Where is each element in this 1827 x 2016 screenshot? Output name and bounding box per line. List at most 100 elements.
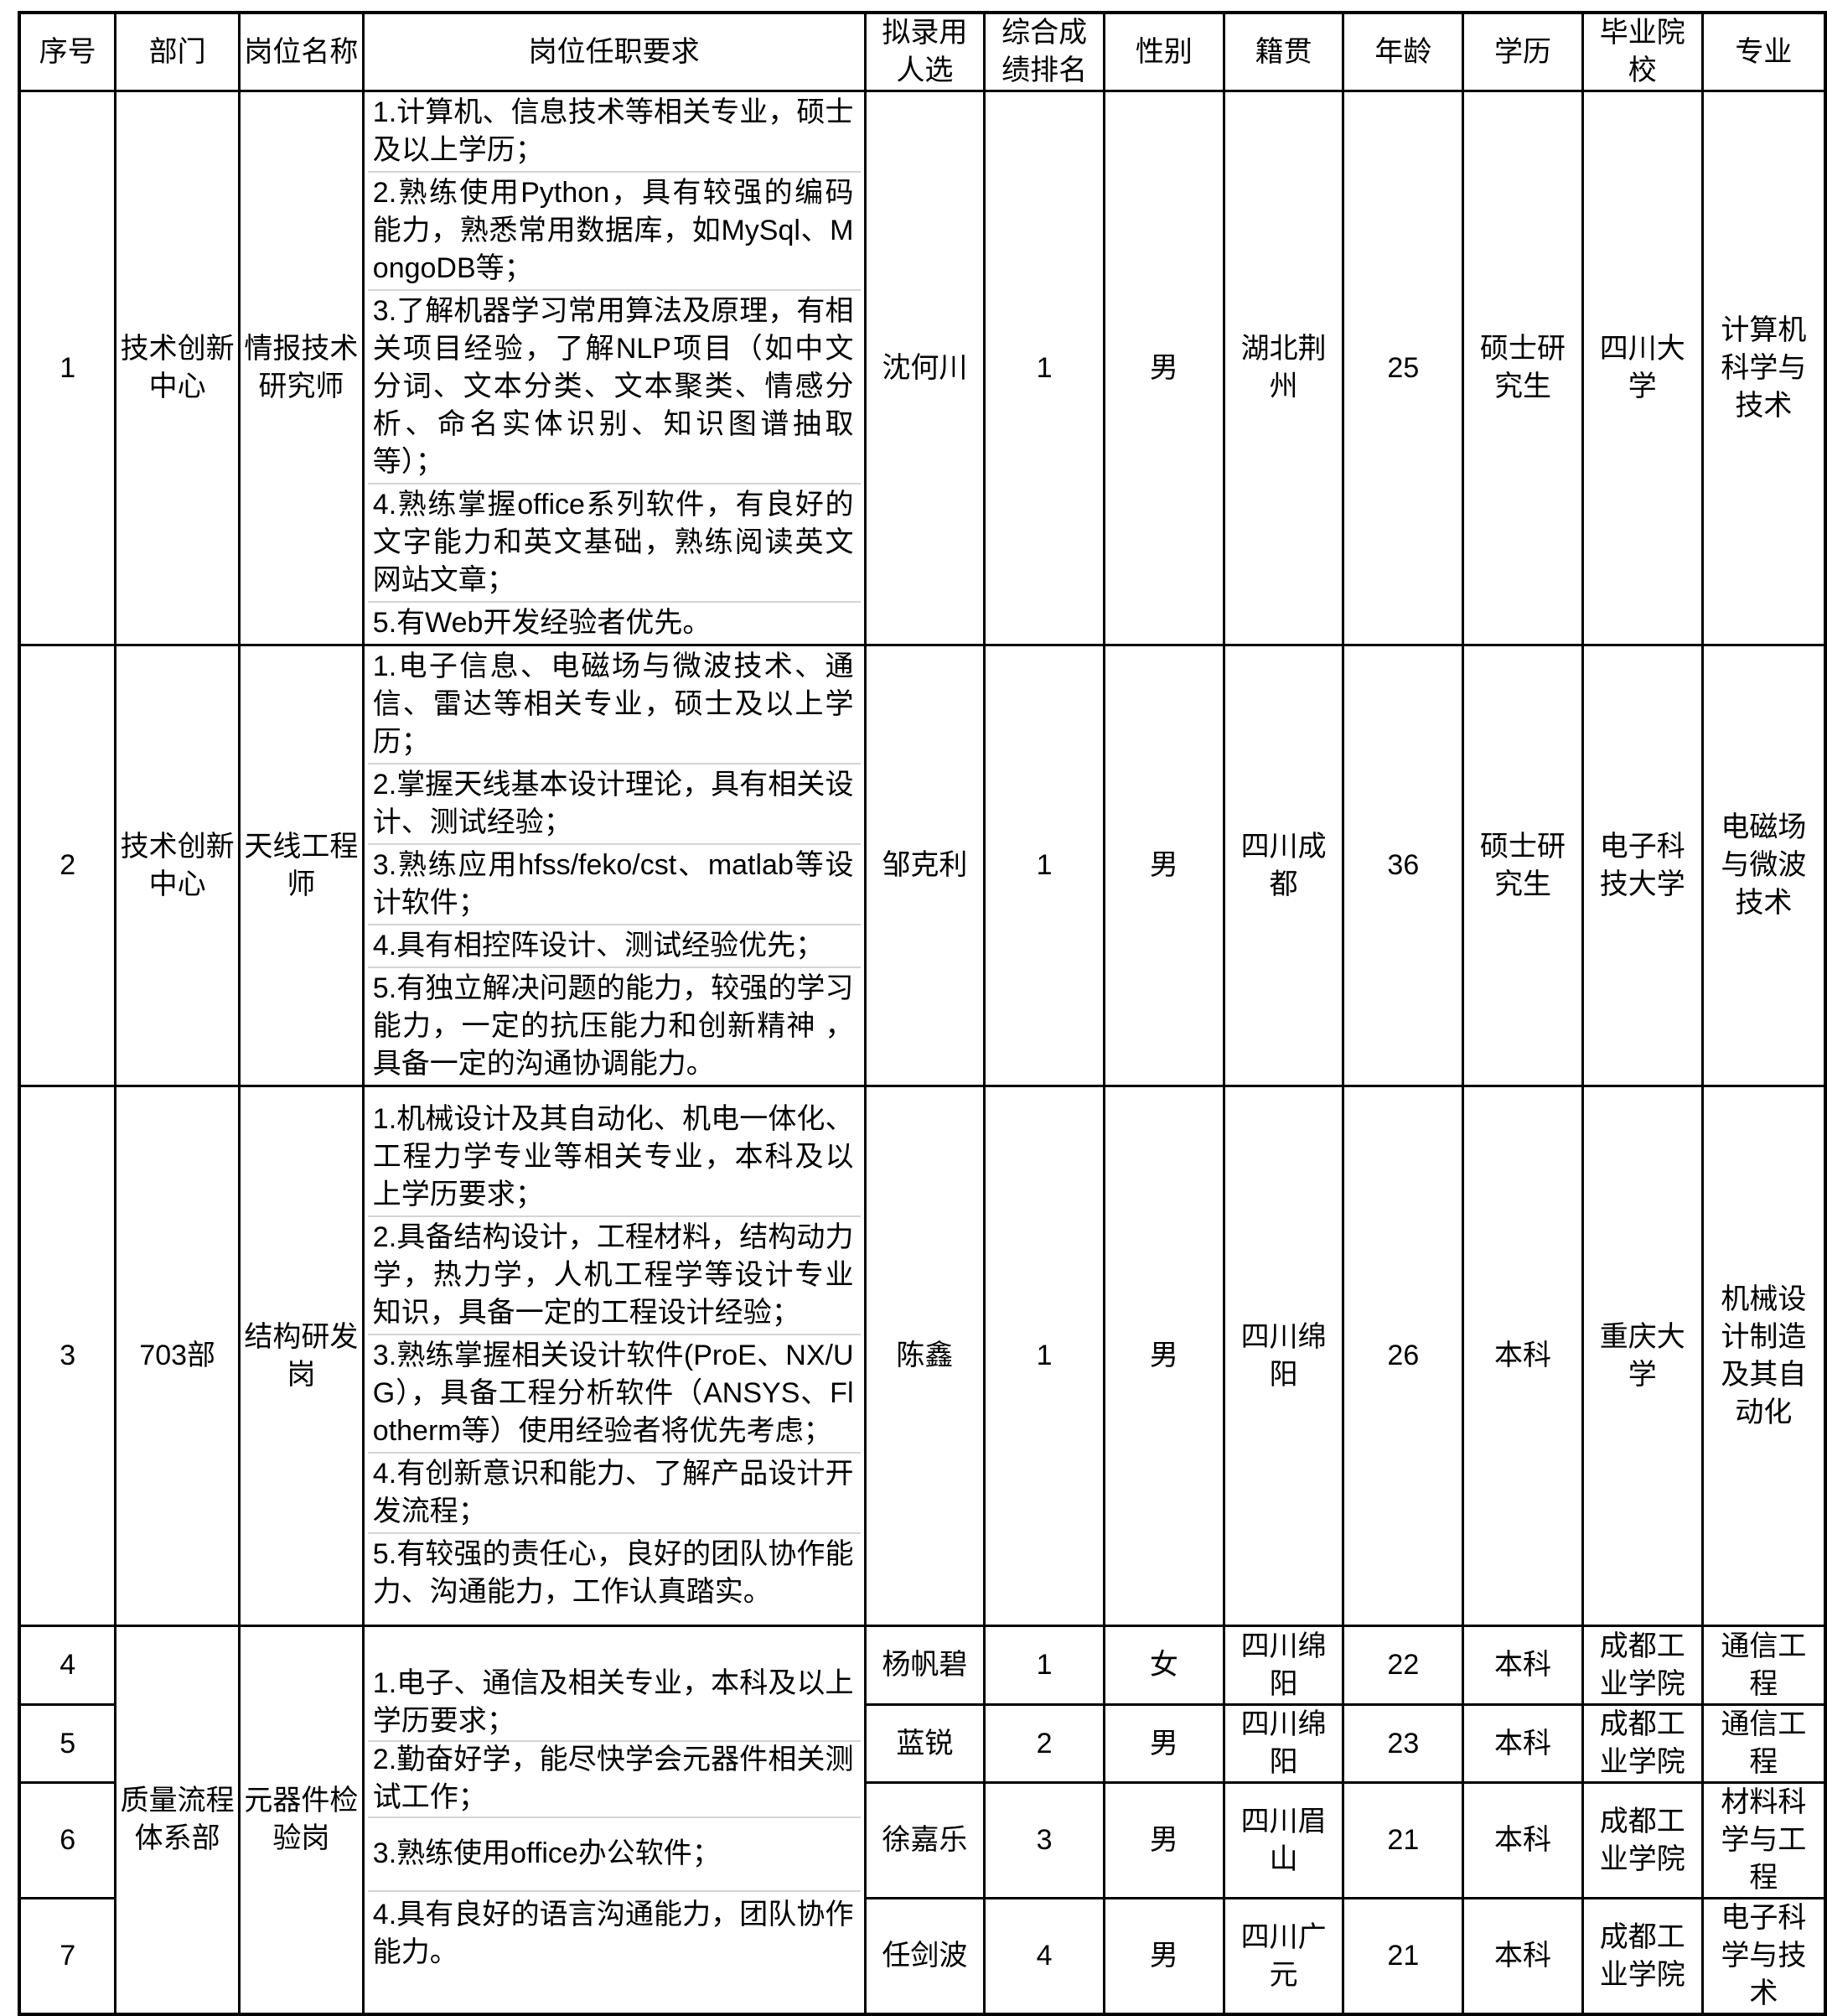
age-cell: 36 <box>1342 644 1465 1087</box>
position-cell: 结构研发岗 <box>238 1085 365 1627</box>
hometown-cell: 四川绵阳 <box>1222 1625 1345 1706</box>
rank-cell: 1 <box>983 1085 1105 1627</box>
education-cell: 本科 <box>1462 1703 1584 1784</box>
education-cell: 硕士研究生 <box>1462 644 1584 1087</box>
requirement-item: 2.具备结构设计，工程材料，结构动力学，热力学，人机工程学等设计专业知识，具备一… <box>367 1217 861 1335</box>
header-candidate: 拟录用人选 <box>863 11 986 92</box>
candidate-cell: 沈何川 <box>863 90 986 646</box>
requirement-item: 3.熟练应用hfss/feko/cst、matlab等设计软件； <box>367 845 861 925</box>
table-row: 5 蓝锐 2 男 四川绵阳 23 本科 成都工业学院 通信工程 <box>18 1703 1827 1784</box>
header-dept: 部门 <box>114 11 241 92</box>
candidate-cell: 杨帆碧 <box>863 1625 986 1706</box>
age-cell: 26 <box>1342 1085 1465 1627</box>
seq-cell: 4 <box>18 1625 117 1706</box>
candidate-cell: 陈鑫 <box>863 1085 986 1627</box>
age-cell: 21 <box>1342 1781 1465 1899</box>
major-cell: 电子科学与技术 <box>1700 1897 1827 2016</box>
requirements-cell: 1.电子、通信及相关专业，本科及以上学历要求； 2.勤奋好学，能尽快学会元器件相… <box>361 1625 867 2016</box>
requirement-item: 5.有较强的责任心，良好的团队协作能力、沟通能力，工作认真踏实。 <box>372 1538 854 1608</box>
school-cell: 成都工业学院 <box>1581 1703 1704 1784</box>
school-cell: 四川大学 <box>1581 90 1704 646</box>
requirement-item: 1.电子信息、电磁场与微波技术、通信、雷达等相关专业，硕士及以上学历； <box>367 648 861 764</box>
requirement-item: 2.掌握天线基本设计理论，具有相关设计、测试经验； <box>367 764 861 845</box>
candidate-cell: 蓝锐 <box>863 1703 986 1784</box>
hometown-cell: 四川眉山 <box>1222 1781 1345 1899</box>
seq-cell: 5 <box>18 1703 117 1784</box>
requirement-item: 4.具有相控阵设计、测试经验优先； <box>367 925 861 968</box>
dept-cell: 技术创新中心 <box>114 90 241 646</box>
gender-cell: 男 <box>1102 90 1225 646</box>
seq-cell: 2 <box>18 644 117 1087</box>
header-education: 学历 <box>1462 11 1584 92</box>
requirement-item: 1.计算机、信息技术等相关专业，硕士及以上学历； <box>367 94 861 173</box>
requirement-item: 3.熟练使用office办公软件； <box>367 1818 861 1892</box>
candidate-cell: 任剑波 <box>863 1897 986 2016</box>
gender-cell: 女 <box>1102 1625 1225 1706</box>
gender-cell: 男 <box>1102 1897 1225 2016</box>
rank-cell: 2 <box>983 1703 1105 1784</box>
requirements-cell: 1.电子信息、电磁场与微波技术、通信、雷达等相关专业，硕士及以上学历； 2.掌握… <box>361 644 867 1087</box>
header-gender: 性别 <box>1102 11 1225 92</box>
dept-cell: 703部 <box>114 1085 241 1627</box>
header-school: 毕业院校 <box>1581 11 1704 92</box>
hometown-cell: 四川绵阳 <box>1222 1085 1345 1627</box>
major-cell: 通信工程 <box>1700 1703 1827 1784</box>
header-row: 序号 部门 岗位名称 岗位任职要求 拟录用人选 综合成绩排名 性别 籍贯 年龄 … <box>18 11 1827 92</box>
header-position: 岗位名称 <box>238 11 365 92</box>
major-cell: 机械设计制造及其自动化 <box>1700 1085 1827 1627</box>
recruitment-table: 序号 部门 岗位名称 岗位任职要求 拟录用人选 综合成绩排名 性别 籍贯 年龄 … <box>18 11 1827 2016</box>
requirement-item: 4.有创新意识和能力、了解产品设计开发流程； <box>367 1454 861 1534</box>
age-cell: 23 <box>1342 1703 1465 1784</box>
header-seq: 序号 <box>18 11 117 92</box>
school-cell: 电子科技大学 <box>1581 644 1704 1087</box>
requirement-item: 5.有独立解决问题的能力，较强的学习能力，一定的抗压能力和创新精神 ，具备一定的… <box>372 972 854 1080</box>
school-cell: 重庆大学 <box>1581 1085 1704 1627</box>
requirement-item: 4.具有良好的语言沟通能力，团队协作能力。 <box>372 1898 854 1968</box>
table-row: 3 703部 结构研发岗 1.机械设计及其自动化、机电一体化、工程力学专业等相关… <box>18 1085 1827 1627</box>
school-cell: 成都工业学院 <box>1581 1781 1704 1899</box>
rank-cell: 4 <box>983 1897 1105 2016</box>
dept-cell: 质量流程体系部 <box>114 1625 241 2016</box>
requirement-item: 3.熟练掌握相关设计软件(ProE、NX/UG），具备工程分析软件（ANSYS、… <box>367 1335 861 1454</box>
rank-cell: 1 <box>983 644 1105 1087</box>
education-cell: 本科 <box>1462 1085 1584 1627</box>
seq-cell: 1 <box>18 90 117 646</box>
education-cell: 本科 <box>1462 1897 1584 2016</box>
position-cell: 天线工程师 <box>238 644 365 1087</box>
gender-cell: 男 <box>1102 1781 1225 1899</box>
header-major: 专业 <box>1700 11 1827 92</box>
age-cell: 25 <box>1342 90 1465 646</box>
hometown-cell: 四川广元 <box>1222 1897 1345 2016</box>
gender-cell: 男 <box>1102 644 1225 1087</box>
requirements-cell: 1.计算机、信息技术等相关专业，硕士及以上学历； 2.熟练使用Python，具有… <box>361 90 867 646</box>
candidate-cell: 邹克利 <box>863 644 986 1087</box>
major-cell: 通信工程 <box>1700 1625 1827 1706</box>
position-cell: 元器件检验岗 <box>238 1625 365 2016</box>
gender-cell: 男 <box>1102 1085 1225 1627</box>
requirement-item: 1.电子、通信及相关专业，本科及以上学历要求； <box>367 1665 861 1742</box>
major-cell: 计算机科学与技术 <box>1700 90 1827 646</box>
seq-cell: 3 <box>18 1085 117 1627</box>
hometown-cell: 湖北荆州 <box>1222 90 1345 646</box>
table-row: 4 质量流程体系部 元器件检验岗 1.电子、通信及相关专业，本科及以上学历要求；… <box>18 1625 1827 2016</box>
requirement-item: 1.机械设计及其自动化、机电一体化、工程力学专业等相关专业，本科及以上学历要求； <box>367 1099 861 1217</box>
age-cell: 21 <box>1342 1897 1465 2016</box>
requirement-item: 4.熟练掌握office系列软件，有良好的文字能力和英文基础，熟练阅读英文网站文… <box>367 485 861 603</box>
hometown-cell: 四川绵阳 <box>1222 1703 1345 1784</box>
school-cell: 成都工业学院 <box>1581 1897 1704 2016</box>
education-cell: 本科 <box>1462 1781 1584 1899</box>
seq-cell: 7 <box>18 1897 117 2016</box>
age-cell: 22 <box>1342 1625 1465 1706</box>
requirement-item: 2.熟练使用Python，具有较强的编码能力，熟悉常用数据库，如MySql、Mo… <box>367 173 861 291</box>
table-row: 1 技术创新中心 情报技术研究师 1.计算机、信息技术等相关专业，硕士及以上学历… <box>18 90 1827 646</box>
major-cell: 材料科学与工程 <box>1700 1781 1827 1899</box>
education-cell: 硕士研究生 <box>1462 90 1584 646</box>
position-cell: 情报技术研究师 <box>238 90 365 646</box>
major-cell: 电磁场与微波技术 <box>1700 644 1827 1087</box>
candidate-cell: 徐嘉乐 <box>863 1781 986 1899</box>
gender-cell: 男 <box>1102 1703 1225 1784</box>
seq-cell: 6 <box>18 1781 117 1899</box>
school-cell: 成都工业学院 <box>1581 1625 1704 1706</box>
requirement-item: 5.有Web开发经验者优先。 <box>372 607 712 639</box>
rank-cell: 1 <box>983 1625 1105 1706</box>
